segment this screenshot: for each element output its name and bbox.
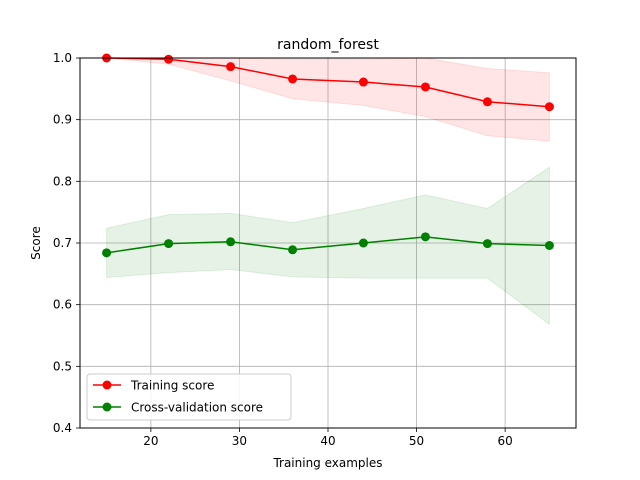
- point-training: [420, 82, 430, 92]
- y-tick-label: 0.5: [53, 359, 72, 373]
- point-cv: [102, 248, 112, 258]
- point-training: [482, 97, 492, 107]
- x-tick-label: 50: [409, 434, 424, 448]
- point-cv: [358, 238, 368, 248]
- score-points: [102, 53, 554, 258]
- y-tick-label: 0.9: [53, 113, 72, 127]
- y-tick-label: 1.0: [53, 51, 72, 65]
- point-training: [288, 74, 298, 84]
- legend-box: [86, 373, 292, 421]
- y-tick-label: 0.8: [53, 174, 72, 188]
- x-tick-label: 30: [232, 434, 247, 448]
- legend-marker-training: [102, 380, 112, 390]
- x-tick-label: 40: [320, 434, 335, 448]
- x-axis-ticks: 20 30 40 50 60: [143, 428, 513, 448]
- x-tick-label: 20: [143, 434, 158, 448]
- chart-title: random_forest: [277, 37, 379, 53]
- line-cv: [106, 236, 550, 254]
- y-axis-label: Score: [29, 226, 43, 260]
- y-tick-label: 0.6: [53, 298, 72, 312]
- y-tick-label: 0.4: [53, 421, 72, 435]
- point-cv: [226, 237, 236, 247]
- score-lines: [106, 57, 550, 254]
- legend-marker-cv: [102, 402, 112, 412]
- legend: Training score Cross-validation score: [86, 373, 292, 421]
- y-tick-label: 0.7: [53, 236, 72, 250]
- y-axis-ticks: 0.4 0.5 0.6 0.7 0.8 0.9 1.0: [53, 51, 80, 435]
- line-training: [106, 57, 550, 108]
- point-cv: [288, 245, 298, 255]
- point-training: [358, 77, 368, 87]
- x-tick-label: 60: [498, 434, 513, 448]
- point-cv: [482, 239, 492, 249]
- point-training: [226, 62, 236, 72]
- point-cv: [544, 240, 554, 250]
- point-training: [164, 54, 174, 64]
- point-training: [544, 102, 554, 112]
- point-cv: [164, 239, 174, 249]
- point-cv: [420, 232, 430, 242]
- legend-label-cv: Cross-validation score: [131, 401, 263, 415]
- legend-label-training: Training score: [130, 379, 214, 393]
- x-axis-label: Training examples: [272, 456, 382, 470]
